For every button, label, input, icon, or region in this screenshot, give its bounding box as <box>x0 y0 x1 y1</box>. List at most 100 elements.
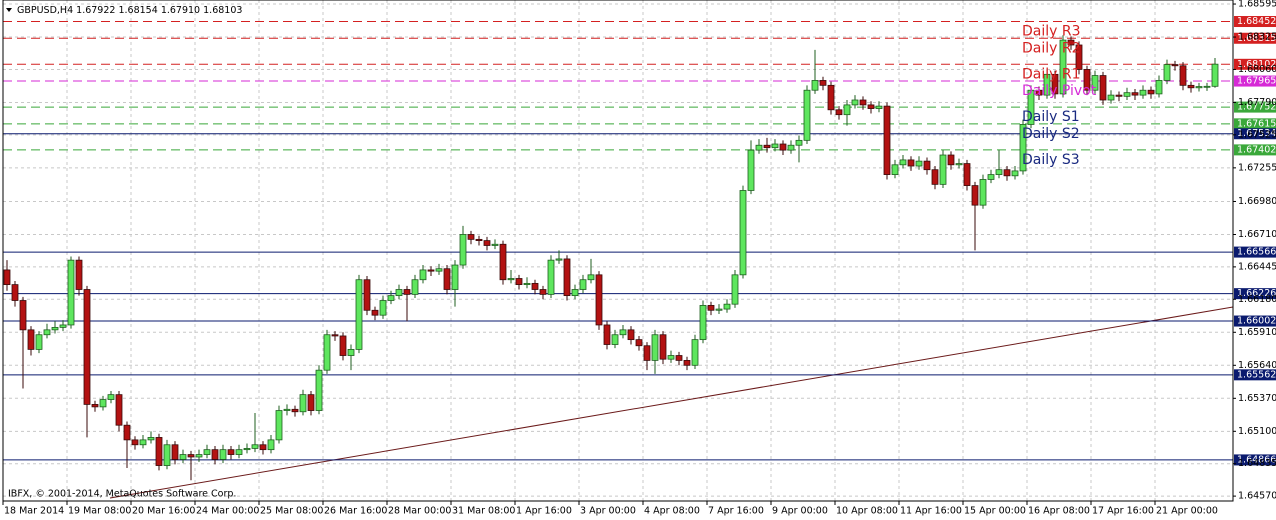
candle-body <box>1075 44 1083 70</box>
candle-body <box>339 335 347 356</box>
y-tick-label: 1.66980 <box>1238 196 1276 207</box>
candle-body <box>1107 94 1115 101</box>
candle-body <box>523 282 531 286</box>
level-box <box>1234 16 1276 28</box>
level-label: Daily R3 <box>1022 24 1081 40</box>
grid <box>3 0 1233 501</box>
candle-body <box>811 80 819 91</box>
candle-body <box>971 185 979 206</box>
level-box <box>1234 101 1276 113</box>
candle-body <box>411 279 419 295</box>
candle-body <box>363 279 371 311</box>
candle-body <box>699 304 707 341</box>
candle-body <box>763 144 771 149</box>
candle-body <box>155 437 163 466</box>
candle-body <box>595 274 603 326</box>
menu-arrow[interactable] <box>6 8 12 12</box>
y-tick-label: 1.64835 <box>1238 458 1276 469</box>
candle-body <box>683 360 691 366</box>
x-tick-label: 26 Mar 16:00 <box>324 506 387 517</box>
x-tick-label: 10 Apr 08:00 <box>836 506 898 517</box>
candle-body <box>139 439 147 446</box>
candle-body <box>979 179 987 206</box>
y-tick-label: 1.67525 <box>1238 129 1276 140</box>
level-box <box>1234 32 1276 44</box>
candle-body <box>51 326 59 331</box>
candle-body <box>1187 84 1195 89</box>
candle-body <box>779 143 787 151</box>
level-box <box>1234 118 1276 130</box>
level-label: Daily S2 <box>1022 126 1080 142</box>
candle-body <box>1011 170 1019 177</box>
candle-body <box>875 105 883 109</box>
candle-body <box>75 259 83 290</box>
candle-body <box>787 144 795 151</box>
candle-body <box>43 329 51 336</box>
candle-body <box>939 154 947 185</box>
footer: IBFX, © 2001-2014, MetaQuotes Software C… <box>8 489 236 500</box>
y-tick-label: 1.68060 <box>1238 64 1276 75</box>
y-tick-label: 1.68325 <box>1238 32 1276 43</box>
level-value: 1.67402 <box>1237 144 1276 155</box>
candle-body <box>995 169 1003 175</box>
candle-body <box>259 444 267 451</box>
candle-body <box>59 324 67 328</box>
candle-body <box>587 274 595 281</box>
level-label: Daily S1 <box>1022 109 1080 125</box>
candle-body <box>659 334 667 360</box>
candle-body <box>1163 64 1171 81</box>
candle-body <box>579 279 587 290</box>
level-label: Daily R1 <box>1022 66 1081 82</box>
candle-body <box>179 454 187 460</box>
candle-body <box>707 304 715 311</box>
level-value: 1.66226 <box>1237 288 1276 299</box>
candle-body <box>443 268 451 290</box>
candle-body <box>491 243 499 246</box>
candle-body <box>539 289 547 295</box>
candle-body <box>515 278 523 286</box>
candle-body <box>1139 89 1147 96</box>
y-tick-label: 1.67255 <box>1238 162 1276 173</box>
level-label: Daily R2 <box>1022 40 1081 56</box>
y-tick-label: 1.66180 <box>1238 294 1276 305</box>
candle-body <box>395 289 403 297</box>
level-box <box>1234 58 1276 70</box>
level-value: 1.67534 <box>1237 128 1276 139</box>
x-tick-label: 18 Mar 2014 <box>4 506 64 517</box>
candle-body <box>675 355 683 361</box>
level-value: 1.67752 <box>1237 102 1276 113</box>
candle-body <box>803 89 811 141</box>
candle-body <box>1067 39 1075 46</box>
candle-body <box>555 258 563 261</box>
level-value: 1.68452 <box>1237 16 1276 27</box>
candle-body <box>1091 75 1099 91</box>
level-box <box>1234 315 1276 327</box>
candle-body <box>123 424 131 441</box>
candle-body <box>899 159 907 166</box>
candle-body <box>1035 89 1043 96</box>
candle-body <box>955 163 963 166</box>
candle-body <box>1115 94 1123 97</box>
y-tick-label: 1.66445 <box>1238 261 1276 272</box>
candle-body <box>283 408 291 411</box>
candle-body <box>1179 65 1187 86</box>
x-tick-label: 28 Mar 00:00 <box>388 506 451 517</box>
level-value: 1.68102 <box>1237 59 1276 70</box>
x-tick-label: 20 Mar 16:00 <box>132 506 195 517</box>
level-box <box>1234 288 1276 300</box>
candle-body <box>347 349 355 356</box>
candle-body <box>987 174 995 180</box>
candle-body <box>331 334 339 337</box>
candle-body <box>963 163 971 186</box>
candle-body <box>203 449 211 455</box>
candle-body <box>83 289 91 405</box>
candle-body <box>715 308 723 311</box>
candle-body <box>651 334 659 361</box>
candle-body <box>131 439 139 446</box>
candle-body <box>483 240 491 246</box>
candle-body <box>883 105 891 175</box>
candle-body <box>723 303 731 310</box>
candle-body <box>1003 169 1011 177</box>
